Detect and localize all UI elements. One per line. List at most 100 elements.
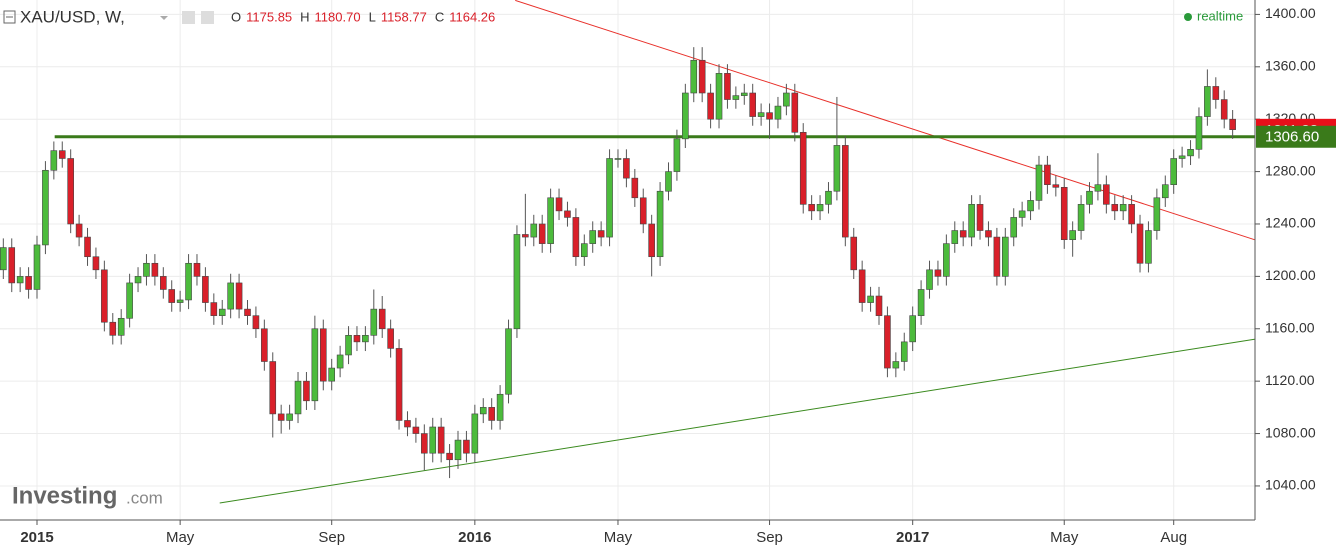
candle-body [522, 234, 529, 238]
x-tick-label: 2015 [20, 529, 53, 546]
y-tick-label: 1040.00 [1265, 477, 1316, 493]
candle-body [109, 321, 117, 336]
candle-body [429, 426, 437, 454]
x-tick-label: Sep [318, 529, 345, 546]
y-tick-label: 1280.00 [1265, 162, 1316, 178]
candle-body [33, 244, 41, 290]
candle-body [1052, 184, 1060, 188]
candle-body [463, 439, 470, 454]
x-tick-label: May [604, 529, 633, 546]
candle-body [1086, 190, 1093, 205]
candle-body [1187, 149, 1194, 157]
candle-body [698, 59, 706, 94]
candle-body [732, 95, 740, 100]
candle-body [227, 282, 234, 310]
candle-body [799, 131, 807, 205]
symbol: XAU/USD, W, [20, 7, 125, 26]
candle-body [1212, 86, 1220, 100]
candle-body [816, 204, 824, 212]
watermark: Investing [12, 482, 117, 509]
candle-body [328, 367, 336, 382]
candle-body [1220, 99, 1228, 120]
candle-body [134, 276, 142, 284]
candle-body [943, 243, 950, 277]
candle-body [202, 276, 209, 303]
candle-body [235, 282, 243, 310]
settings-icon[interactable] [182, 11, 195, 24]
candle-body [496, 393, 504, 421]
y-tick-label: 1120.00 [1265, 372, 1315, 388]
candle-body [884, 315, 891, 369]
ohlc-key: C [435, 9, 444, 24]
candle-body [244, 308, 251, 316]
candle-body [0, 247, 7, 271]
candle-body [740, 92, 748, 96]
candle-body [783, 92, 790, 107]
y-tick-label: 1360.00 [1265, 58, 1316, 74]
candle-body [185, 262, 192, 301]
candle-body [665, 171, 672, 192]
candle-body [84, 236, 91, 258]
candle-body [639, 197, 647, 225]
y-tick-label: 1080.00 [1265, 424, 1316, 440]
candle-body [926, 269, 933, 290]
candle-body [1229, 118, 1236, 130]
y-tick-label: 1160.00 [1265, 319, 1315, 335]
ohlc-value: 1180.70 [315, 9, 361, 24]
x-tick-label: 2016 [458, 529, 491, 546]
candle-body [900, 341, 908, 362]
header: XAU/USD, W, O 1175.85 H 1180.70 L 1158.77 C 116… [3, 7, 495, 26]
candle-body [976, 204, 984, 231]
candle-body [1128, 204, 1135, 225]
candle-body [547, 197, 554, 244]
candle-body [117, 317, 125, 336]
candle-body [951, 230, 959, 244]
candle-body [774, 105, 782, 120]
candle-body [1001, 236, 1009, 277]
candle-body [286, 413, 293, 421]
candle-body [959, 230, 967, 238]
candle-body [101, 269, 108, 323]
candle-body [1111, 204, 1119, 212]
close-icon[interactable] [201, 11, 214, 24]
watermark-suffix: .com [126, 488, 163, 507]
candle-body [1153, 197, 1161, 231]
collapse-icon[interactable] [3, 10, 16, 24]
ohlc-readout: O 1175.85 H 1180.70 L 1158.77 C 1164.26 [231, 9, 495, 24]
candle-body [345, 335, 352, 356]
candle-body [277, 413, 285, 421]
candle-body [479, 407, 487, 415]
candle-body [8, 247, 16, 284]
candle-body [42, 169, 49, 246]
candle-body [1136, 223, 1144, 264]
candle-body [909, 315, 916, 343]
candle-body [50, 150, 58, 171]
candle-body [1195, 116, 1203, 150]
candle-body [1035, 164, 1043, 201]
trend-line [219, 338, 1255, 504]
y-tick-label: 1400.00 [1265, 5, 1316, 21]
candle-body [454, 439, 462, 461]
candle-body [218, 308, 226, 316]
candle-body [1077, 204, 1085, 231]
ohlc-key: L [369, 9, 376, 24]
candle-body [513, 234, 521, 330]
candle-body [766, 112, 773, 120]
candle-body [892, 361, 900, 369]
y-tick-label: 1200.00 [1265, 267, 1316, 283]
candle-body [75, 223, 83, 238]
candle-body [151, 262, 159, 277]
candle-body [353, 335, 361, 343]
candle-body [58, 150, 66, 159]
candle-body [336, 354, 344, 369]
candle-body [1178, 155, 1186, 159]
candle-body [1044, 164, 1051, 185]
candle-body [1018, 210, 1026, 218]
dropdown-icon[interactable] [160, 16, 168, 20]
price-tags: 1311.881306.60 [1256, 118, 1336, 148]
candle-body [1170, 158, 1177, 185]
candle-body [631, 177, 639, 199]
candle-body [421, 433, 428, 454]
candle-body [968, 204, 975, 238]
candle-body [1103, 184, 1110, 205]
